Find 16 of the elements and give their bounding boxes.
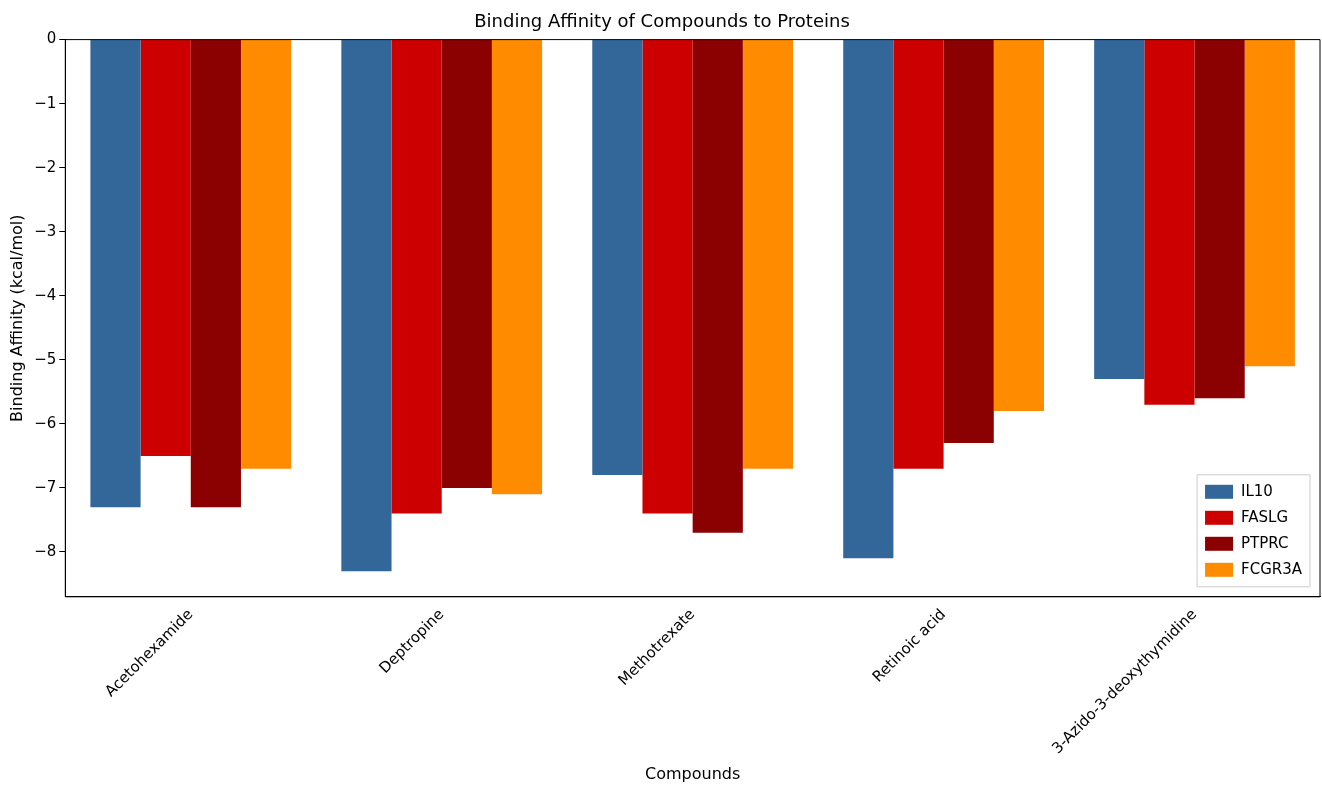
y-tick-label: −7: [34, 477, 57, 496]
y-tick-label: −3: [34, 221, 57, 240]
y-tick-label: −6: [34, 413, 57, 432]
y-tick-label: −4: [34, 285, 57, 304]
legend-label: PTPRC: [1241, 533, 1289, 552]
y-tick-label: −2: [34, 157, 57, 176]
legend-label: FASLG: [1241, 507, 1289, 526]
y-tick-label: −1: [34, 93, 57, 112]
y-axis-title: Binding Affinity (kcal/mol): [6, 214, 26, 422]
x-axis-title: Compounds: [645, 763, 741, 783]
y-tick-label: −8: [34, 541, 57, 560]
y-tick-label: −5: [34, 349, 57, 368]
y-tick-label: 0: [46, 29, 57, 48]
chart-title: Binding Affinity of Compounds to Proteins: [474, 10, 850, 32]
legend-label: IL10: [1241, 481, 1273, 500]
legend-label: FCGR3A: [1241, 559, 1303, 578]
